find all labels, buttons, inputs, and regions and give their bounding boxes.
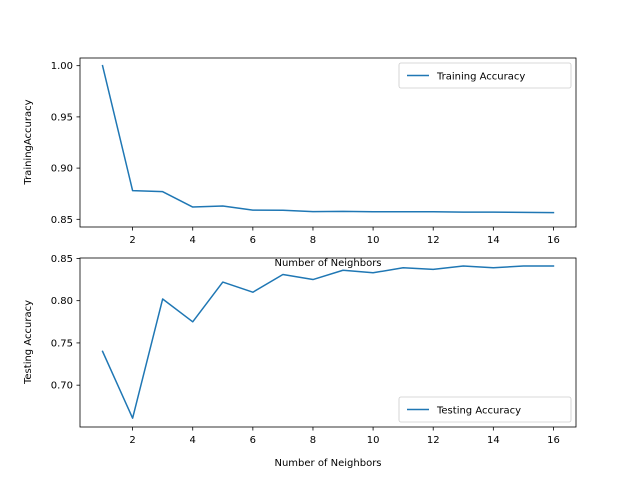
x-tick-label: 12: [427, 235, 440, 246]
y-tick-label: 0.95: [51, 112, 73, 123]
x-tick-label: 8: [310, 235, 316, 246]
x-axis-label: Number of Neighbors: [274, 258, 381, 269]
y-tick-label: 0.85: [51, 254, 73, 265]
x-tick-label: 12: [427, 435, 440, 446]
x-tick-label: 4: [190, 235, 196, 246]
legend-label: Testing Accuracy: [436, 406, 521, 417]
y-tick-label: 0.90: [51, 164, 73, 175]
x-tick-label: 2: [129, 435, 135, 446]
x-tick-label: 10: [367, 235, 380, 246]
x-tick-label: 14: [487, 235, 500, 246]
y-tick-label: 0.85: [51, 215, 73, 226]
legend-box: [398, 396, 572, 423]
legend-label: Training Accuracy: [436, 72, 525, 83]
x-tick-label: 16: [547, 435, 560, 446]
x-tick-label: 10: [367, 435, 380, 446]
axes-frame: [79, 57, 577, 228]
axes-frame: [79, 257, 577, 428]
x-tick-label: 14: [487, 435, 500, 446]
x-tick-label: 6: [250, 435, 256, 446]
y-tick-label: 0.75: [51, 338, 73, 349]
y-tick-label: 0.80: [51, 296, 73, 307]
y-tick-label: 0.70: [51, 381, 73, 392]
legend-box: [398, 62, 572, 89]
x-tick-label: 2: [129, 235, 135, 246]
legend: Training Accuracy: [398, 62, 572, 89]
y-tick-label: 1.00: [51, 61, 73, 72]
x-axis-label: Number of Neighbors: [274, 458, 381, 469]
x-tick-label: 8: [310, 435, 316, 446]
y-axis-label: Testing Accuracy: [23, 300, 34, 385]
series-line-0: [101, 265, 555, 419]
y-axis-label: TrainingAccuracy: [23, 99, 34, 185]
testing-accuracy-subplot: 2 4 6 8 10 12 14 16 0.70 0.75 0.80 0.85 Number of Ne…: [23, 254, 577, 469]
x-tick-label: 4: [190, 435, 196, 446]
x-tick-label: 16: [547, 235, 560, 246]
legend: Testing Accuracy: [398, 396, 572, 423]
x-tick-label: 6: [250, 235, 256, 246]
training-accuracy-subplot: 2 4 6 8 10 12 14 16 0.85 0.90 0.95 1.00 Number of Ne…: [23, 57, 577, 269]
series-line-0: [101, 64, 555, 214]
